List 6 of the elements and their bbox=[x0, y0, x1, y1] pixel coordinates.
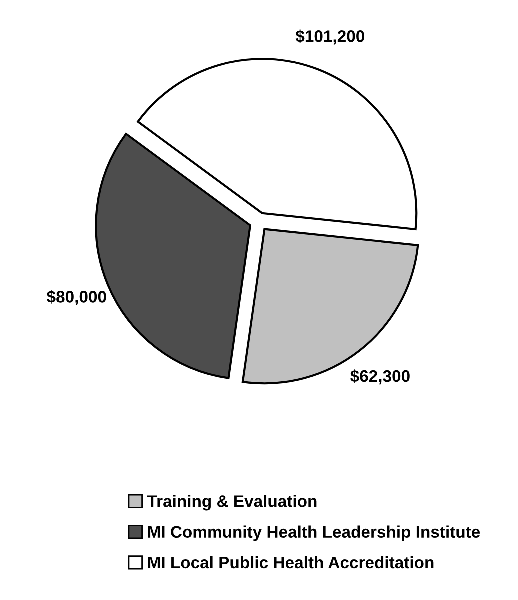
legend-label: Training & Evaluation bbox=[147, 495, 317, 511]
legend-label: MI Local Public Health Accreditation bbox=[148, 556, 434, 569]
data-label: $101,200 bbox=[296, 30, 364, 45]
legend-label: MI Community Health Leadership Institute bbox=[148, 526, 480, 542]
data-label: $80,000 bbox=[46, 290, 106, 306]
data-label: $62,300 bbox=[350, 370, 410, 385]
